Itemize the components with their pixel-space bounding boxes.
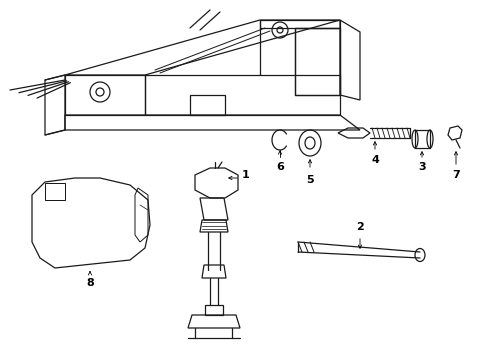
Text: 6: 6 [276,162,284,172]
Text: 2: 2 [355,222,363,232]
Text: 8: 8 [86,278,94,288]
Text: 3: 3 [417,162,425,172]
Text: 1: 1 [242,170,249,180]
Text: 4: 4 [370,155,378,165]
Text: 7: 7 [451,170,459,180]
Text: 5: 5 [305,175,313,185]
